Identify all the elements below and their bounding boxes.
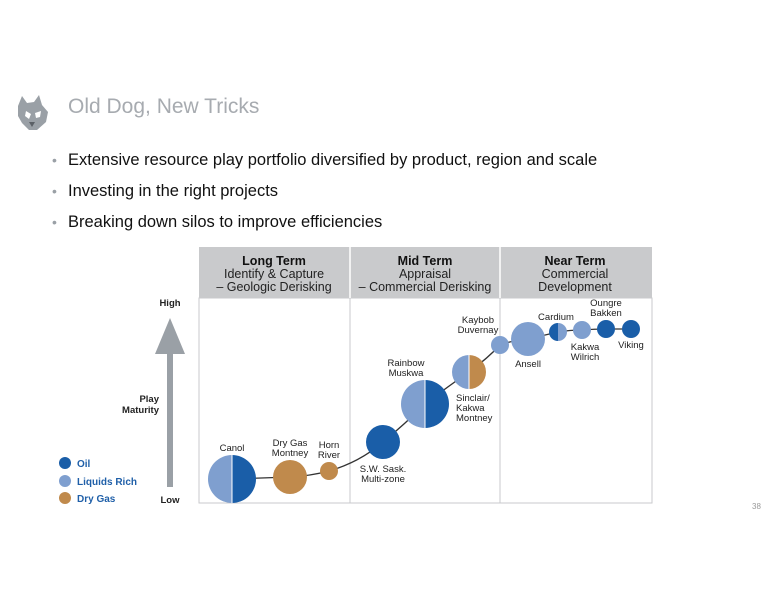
play-viking-bubble [622, 320, 640, 338]
bullet-icon: • [52, 152, 57, 168]
column-subheading: – Commercial Derisking [359, 280, 492, 294]
play-dry-gas-montney-label: Montney [272, 448, 309, 459]
page-title: Old Dog, New Tricks [68, 95, 260, 118]
header-band [199, 247, 652, 298]
play-sw-sask-label: Multi-zone [361, 474, 405, 485]
play-rainbow-muskwa-label: Muskwa [389, 368, 425, 379]
bullet-text: Breaking down silos to improve efficienc… [68, 213, 383, 231]
play-sinclair-kakwa-label: Sinclair/ [456, 393, 490, 404]
legend-dry-gas-label: Dry Gas [77, 494, 116, 505]
play-kaybob-duvernay-label: Duvernay [458, 325, 499, 336]
husky-logo-icon [18, 95, 48, 130]
axis-high-label: High [159, 298, 180, 309]
axis-label: Play [139, 394, 159, 405]
play-kaybob-duvernay-label: Kaybob [462, 315, 494, 326]
play-cardium-label: Cardium [538, 312, 574, 323]
maturity-axis-arrow-icon [155, 318, 185, 354]
legend-dry-gas-swatch [59, 492, 71, 504]
column-heading: Long Term [242, 254, 306, 268]
play-horn-river-label: Horn [319, 440, 340, 451]
axis-label: Maturity [122, 405, 160, 416]
play-oungre-bakken-label: Oungre [590, 298, 622, 309]
legend-oil-swatch [59, 457, 71, 469]
play-horn-river-bubble [320, 462, 338, 480]
page-number: 38 [752, 502, 761, 511]
play-canol-bubble [208, 455, 256, 503]
play-sinclair-kakwa-label: Montney [456, 413, 493, 424]
play-kaybob-duvernay-bubble [491, 336, 509, 354]
legend-oil-label: Oil [77, 459, 91, 470]
play-sinclair-kakwa-bubble [452, 355, 486, 389]
bullet-icon: • [52, 183, 57, 199]
play-sw-sask-label: S.W. Sask. [360, 464, 406, 475]
column-subheading: Appraisal [399, 267, 451, 281]
play-sinclair-kakwa-label: Kakwa [456, 403, 485, 414]
axis-low-label: Low [161, 495, 181, 506]
play-dry-gas-montney-bubble [273, 460, 307, 494]
play-rainbow-muskwa-bubble [401, 380, 449, 428]
bullet-item: • Extensive resource play portfolio diver… [52, 149, 597, 180]
play-kakwa-wilrich-label: Kakwa [571, 342, 600, 353]
column-heading: Near Term [545, 254, 606, 268]
column-subheading: Commercial [542, 267, 609, 281]
column-subheading: – Geologic Derisking [216, 280, 331, 294]
column-subheading: Identify & Capture [224, 267, 324, 281]
play-dry-gas-montney-label: Dry Gas [273, 438, 308, 449]
play-sw-sask-bubble [366, 425, 400, 459]
bullet-item: • Breaking down silos to improve efficien… [52, 211, 597, 242]
maturity-axis-shaft [167, 350, 173, 487]
column-subheading: Development [538, 280, 612, 294]
play-ansell-bubble [511, 322, 545, 356]
play-ansell-label: Ansell [515, 359, 541, 370]
play-rainbow-muskwa-label: Rainbow [388, 358, 425, 369]
column-heading: Mid Term [398, 254, 453, 268]
bullet-text: Extensive resource play portfolio divers… [68, 151, 598, 169]
legend-liquids-rich-label: Liquids Rich [77, 477, 137, 488]
bullet-item: • Investing in the right projects [52, 180, 597, 211]
play-oungre-bakken-label: Bakken [590, 308, 622, 319]
play-canol-label: Canol [220, 443, 245, 454]
bullet-icon: • [52, 214, 57, 230]
play-cardium-bubble [549, 323, 567, 341]
play-viking-label: Viking [618, 340, 644, 351]
play-horn-river-label: River [318, 450, 340, 461]
play-oungre-bakken-bubble [597, 320, 615, 338]
bullet-list: • Extensive resource play portfolio diver… [52, 149, 597, 242]
bullet-text: Investing in the right projects [68, 182, 279, 200]
legend-liquids-rich-swatch [59, 475, 71, 487]
play-kakwa-wilrich-bubble [573, 321, 591, 339]
play-kakwa-wilrich-label: Wilrich [571, 352, 600, 363]
